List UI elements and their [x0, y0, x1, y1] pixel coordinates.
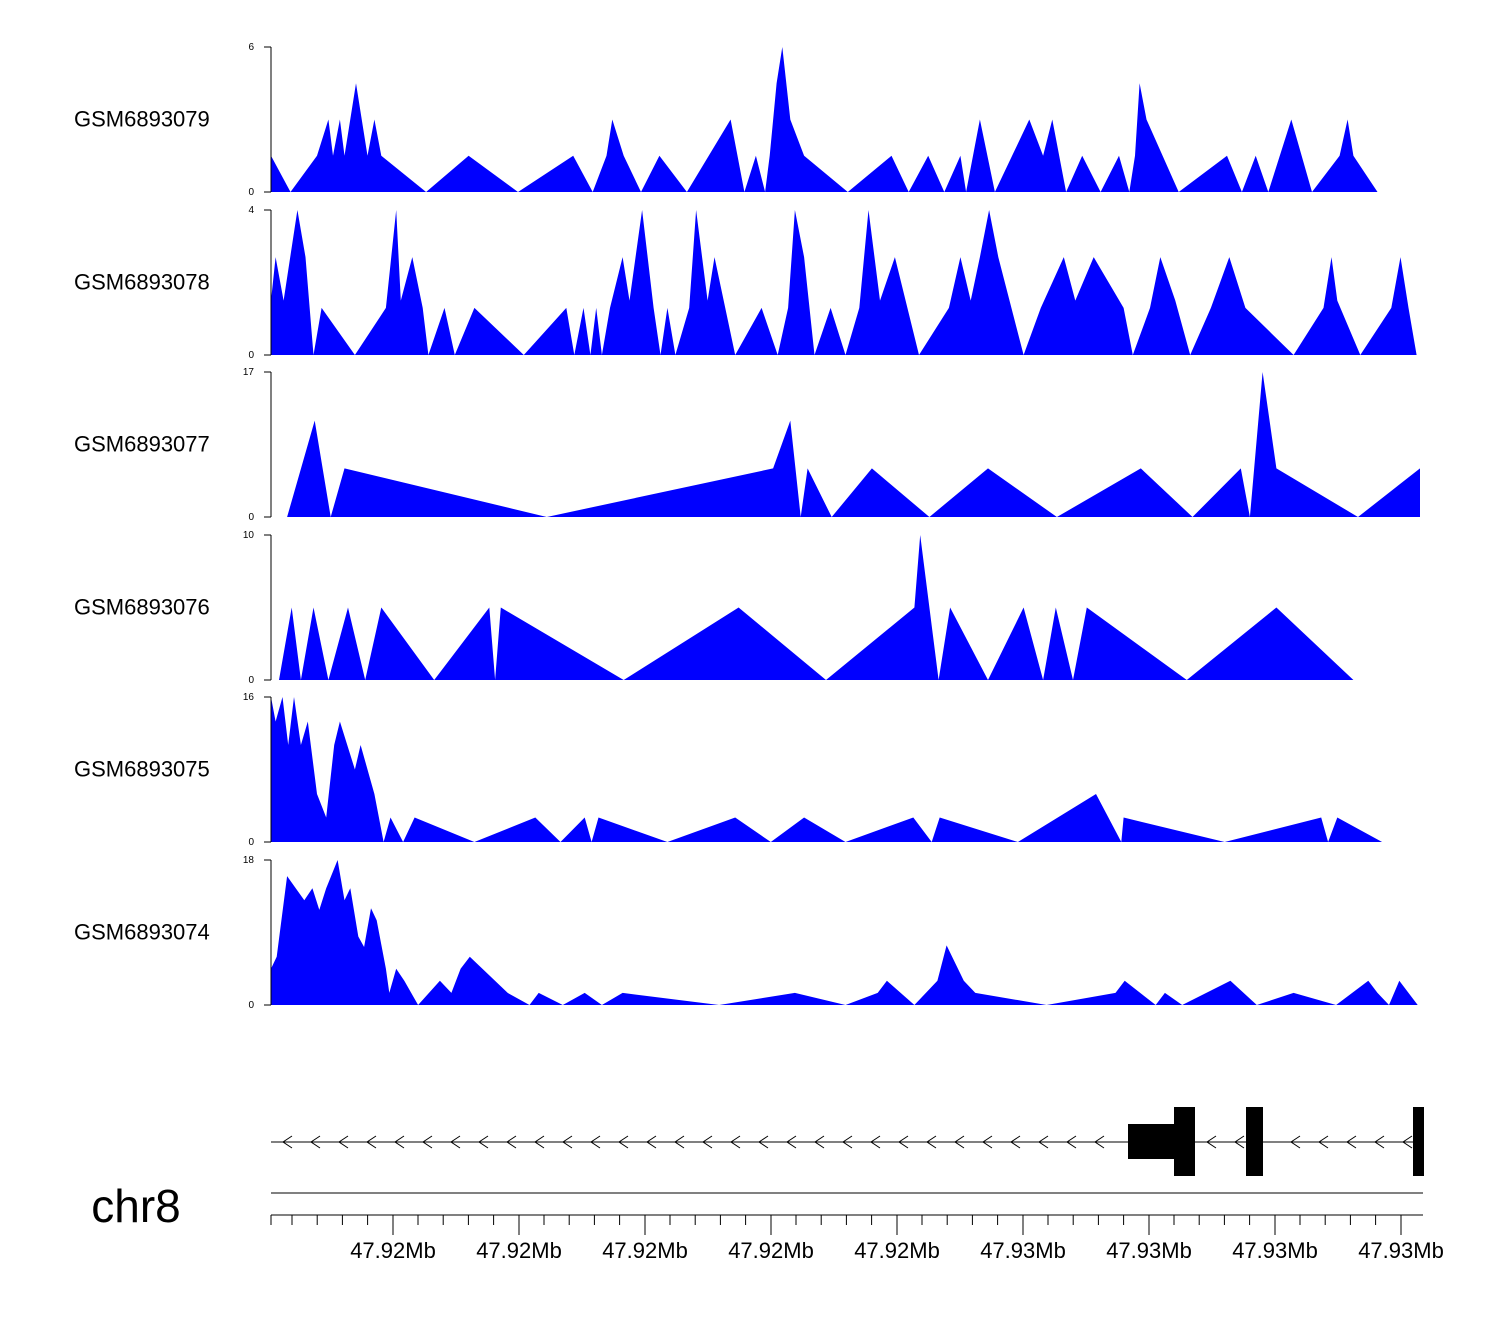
- coverage-area: [271, 210, 1417, 355]
- chromosome-label: chr8: [91, 1180, 180, 1232]
- y-tick-label-min: 0: [248, 1000, 254, 1011]
- y-tick-label-min: 0: [248, 675, 254, 686]
- track-label: GSM6893075: [74, 757, 210, 782]
- exon-3: [1413, 1107, 1424, 1176]
- exon-utr: [1128, 1124, 1176, 1159]
- y-tick-label-max: 18: [243, 855, 255, 866]
- axis-labels: 47.92Mb 47.92Mb 47.92Mb 47.92Mb 47.92Mb 47.93…: [350, 1238, 1444, 1263]
- y-tick-label-max: 6: [248, 42, 254, 53]
- track-GSM6893078: 4 0 GSM6893078: [74, 205, 1417, 361]
- x-tick-label: 47.92Mb: [476, 1238, 562, 1263]
- y-tick-label-max: 16: [243, 692, 255, 703]
- x-tick-label: 47.92Mb: [350, 1238, 436, 1263]
- x-tick-label: 47.93Mb: [1358, 1238, 1444, 1263]
- x-tick-label: 47.92Mb: [728, 1238, 814, 1263]
- y-tick-label-min: 0: [248, 187, 254, 198]
- track-GSM6893075: 16 0 GSM6893075: [74, 692, 1382, 848]
- track-GSM6893074: 18 0 GSM6893074: [74, 855, 1418, 1011]
- gene-model: [271, 1107, 1424, 1176]
- exon-1: [1174, 1107, 1195, 1176]
- track-label: GSM6893078: [74, 270, 210, 295]
- y-tick-label-max: 4: [248, 205, 254, 216]
- track-GSM6893077: 17 0 GSM6893077: [74, 367, 1420, 523]
- track-label: GSM6893074: [74, 920, 210, 945]
- track-label: GSM6893077: [74, 432, 210, 457]
- track-label: GSM6893079: [74, 107, 210, 132]
- y-tick-label-max: 10: [243, 530, 255, 541]
- y-tick-label-min: 0: [248, 350, 254, 361]
- axis-ticks: [271, 1215, 1401, 1235]
- x-tick-label: 47.93Mb: [1106, 1238, 1192, 1263]
- coverage-area: [271, 860, 1418, 1005]
- y-tick-label-min: 0: [248, 837, 254, 848]
- genome-browser-figure: 6 0 GSM6893079 4 0 GSM6893078 17 0 GSM6893077 10 0…: [0, 0, 1500, 1320]
- coverage-area: [271, 697, 1382, 842]
- coverage-area: [279, 535, 1353, 680]
- x-tick-label: 47.92Mb: [854, 1238, 940, 1263]
- track-label: GSM6893076: [74, 595, 210, 620]
- x-tick-label: 47.93Mb: [1232, 1238, 1318, 1263]
- x-tick-label: 47.92Mb: [602, 1238, 688, 1263]
- coverage-area: [271, 47, 1378, 192]
- x-tick-label: 47.93Mb: [980, 1238, 1066, 1263]
- coverage-tracks: 6 0 GSM6893079 4 0 GSM6893078 17 0 GSM6893077 10 0…: [74, 42, 1420, 1011]
- y-tick-label-min: 0: [248, 512, 254, 523]
- exon-2: [1246, 1107, 1263, 1176]
- y-tick-label-max: 17: [243, 367, 255, 378]
- track-GSM6893079: 6 0 GSM6893079: [74, 42, 1378, 198]
- coverage-area: [287, 372, 1420, 517]
- track-GSM6893076: 10 0 GSM6893076: [74, 530, 1353, 686]
- genome-axis: 47.92Mb 47.92Mb 47.92Mb 47.92Mb 47.92Mb 47.93…: [91, 1180, 1444, 1263]
